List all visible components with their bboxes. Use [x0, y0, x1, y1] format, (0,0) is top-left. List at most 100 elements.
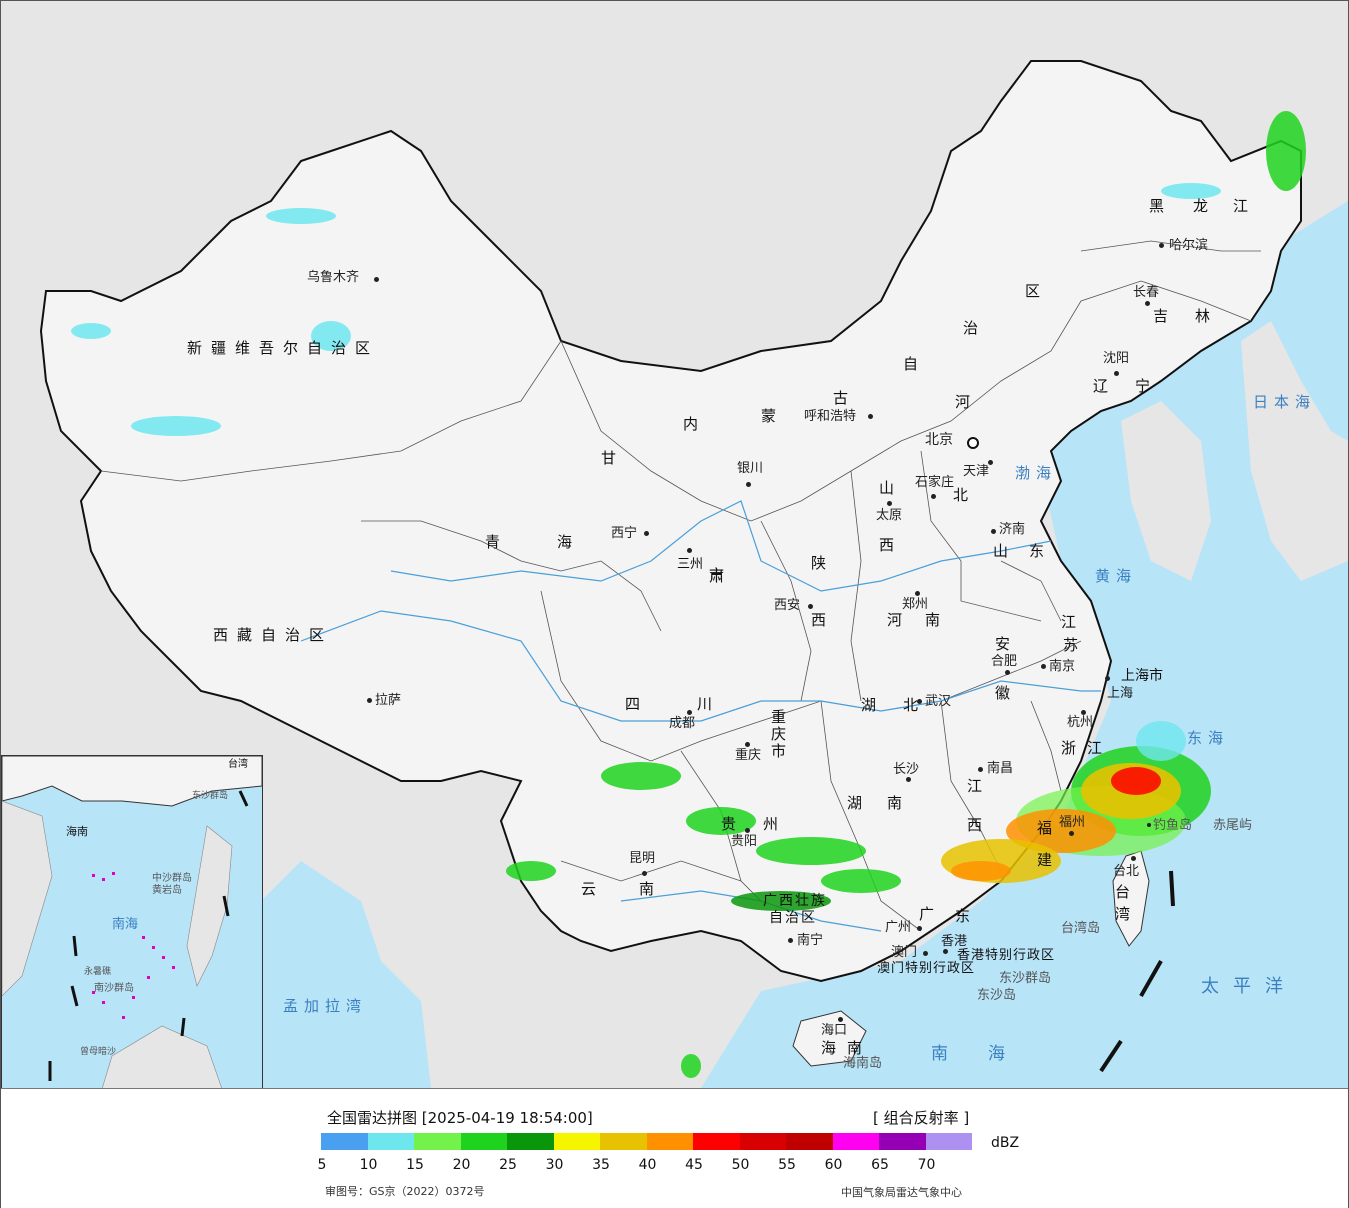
city-dot — [906, 777, 911, 782]
province-label-lin: 林 — [1195, 307, 1220, 325]
province-label-he-hb: 河 — [955, 393, 980, 411]
province-label-su: 肃 — [709, 567, 734, 585]
sea-label-nanhai: 南海 — [931, 1044, 1045, 1064]
province-label-qu: 区 — [1025, 282, 1050, 300]
city-label-nanjing: 南京 — [1049, 659, 1076, 674]
macao-sar-label: 澳门特别行政区 — [877, 961, 976, 976]
city-label-lhasa: 拉萨 — [375, 693, 402, 708]
scale-swatch — [739, 1133, 786, 1150]
province-label-hui: 徽 — [995, 684, 1020, 702]
hk-sar-label: 香港特别行政区 — [957, 948, 1056, 963]
radar-echoes — [71, 111, 1306, 1078]
province-label-guang: 广 — [919, 905, 944, 923]
china-outline — [39, 60, 1302, 983]
inset-canvas — [2, 756, 262, 1088]
city-dot — [788, 938, 793, 943]
province-label-sanzhou: 三州 — [677, 557, 704, 572]
scale-tick-label: 20 — [452, 1157, 471, 1173]
inset-islands — [92, 872, 175, 1019]
province-label-nan-hain: 南 — [847, 1039, 872, 1057]
scale-tick-label: 5 — [317, 1157, 327, 1173]
city-label-hefei: 合肥 — [991, 654, 1018, 669]
city-label-chongqing-city: 重庆 — [735, 748, 762, 763]
province-label-taiwan: 台湾 — [1115, 883, 1131, 923]
province-label-chongqing: 重庆市 — [771, 708, 787, 760]
city-dot — [374, 277, 379, 282]
province-label-guangxi: 广西壮族 — [763, 893, 827, 909]
province-label-gu: 古 — [833, 389, 858, 407]
city-label-fuzhou: 福州 — [1059, 815, 1086, 830]
province-label-dong-gd: 东 — [955, 907, 980, 925]
province-label-dong-sd: 东 — [1029, 542, 1054, 560]
province-label-hu-hun: 湖 — [847, 794, 872, 812]
province-boundaries — [100, 240, 1261, 932]
city-dot — [1145, 301, 1150, 306]
province-label-nan-yn: 南 — [639, 880, 664, 898]
korea-land — [1121, 401, 1211, 581]
province-label-jiang-js: 江 — [1061, 613, 1086, 631]
province-label-meng: 蒙 — [761, 407, 786, 425]
city-label-xian: 西安 — [774, 598, 801, 613]
city-label-nanchang: 南昌 — [987, 761, 1014, 776]
sea-label-japan: 日本海 — [1253, 393, 1317, 411]
province-label-qing: 青 — [485, 533, 510, 551]
capital-marker-icon — [967, 437, 979, 449]
province-label-guangxi-2: 自治区 — [769, 910, 817, 926]
radar-map[interactable]: 新疆维吾尔自治区 西藏自治区 青 海 甘 肃 内 蒙 古 自 治 区 黑 龙 江… — [1, 1, 1348, 1088]
scale-tick-label: 10 — [359, 1157, 378, 1173]
province-label-xizang: 西藏自治区 — [213, 626, 334, 644]
city-dot — [687, 710, 692, 715]
province-label-hai-hn: 海 — [821, 1039, 846, 1057]
province-label-shan-sx: 山 — [879, 479, 904, 497]
city-label-shenyang: 沈阳 — [1103, 351, 1130, 366]
color-scale-bar — [321, 1133, 972, 1150]
province-label-ji-jl: 吉 — [1153, 307, 1178, 325]
province-label-yun: 云 — [581, 880, 606, 898]
city-dot — [917, 699, 922, 704]
scale-swatch — [925, 1133, 972, 1150]
province-label-long: 龙 — [1193, 197, 1218, 215]
city-dot — [923, 951, 928, 956]
city-dot — [915, 591, 920, 596]
sea-label-huanghai: 黄海 — [1095, 567, 1138, 585]
city-dot — [1114, 371, 1119, 376]
city-dot — [1069, 831, 1074, 836]
sea-label-bengal: 孟加拉湾 — [283, 997, 368, 1015]
scale-swatch — [460, 1133, 507, 1150]
city-label-tianjin: 天津 — [963, 464, 990, 479]
city-dot — [746, 482, 751, 487]
province-label-zhe: 浙 — [1061, 739, 1086, 757]
scale-swatch — [879, 1133, 926, 1150]
province-label-jiang-hlj: 江 — [1233, 197, 1258, 215]
island-label-diaoyu: 钓鱼岛 — [1153, 818, 1193, 833]
inset-philippines — [186, 825, 233, 987]
province-label-nei: 内 — [683, 415, 708, 433]
inset-borneo — [101, 1025, 222, 1088]
city-dot — [1147, 823, 1151, 827]
city-dot — [642, 871, 647, 876]
scale-tick-label: 45 — [685, 1157, 703, 1173]
product-name: [ 组合反射率 ] — [873, 1109, 970, 1127]
inset-label-nansha: 南沙群岛 — [94, 983, 134, 994]
province-label-ning-ln: 宁 — [1135, 377, 1160, 395]
city-dot — [1041, 664, 1046, 669]
scale-tick-label: 40 — [638, 1157, 657, 1173]
city-label-guangzhou: 广州 — [885, 920, 912, 935]
island-label-taiwan: 台湾岛 — [1061, 921, 1101, 936]
scale-swatch — [321, 1133, 368, 1150]
scale-swatch — [600, 1133, 647, 1150]
scale-swatch — [367, 1133, 414, 1150]
scale-swatch — [507, 1133, 554, 1150]
city-label-harbin: 哈尔滨 — [1169, 238, 1209, 253]
city-dot — [1105, 676, 1110, 681]
boundary-dashes — [1099, 870, 1175, 1073]
city-label-hohhot: 呼和浩特 — [804, 409, 857, 424]
inset-label-dongsha: 东沙群岛 — [192, 791, 229, 801]
province-label-fu: 福 — [1037, 819, 1062, 837]
city-dot — [868, 414, 873, 419]
city-label-taiyuan: 太原 — [876, 508, 903, 523]
province-label-shi: 市 — [709, 566, 734, 584]
city-dot — [367, 698, 372, 703]
scale-tick-label: 60 — [824, 1157, 843, 1173]
inset-indochina — [2, 800, 53, 997]
